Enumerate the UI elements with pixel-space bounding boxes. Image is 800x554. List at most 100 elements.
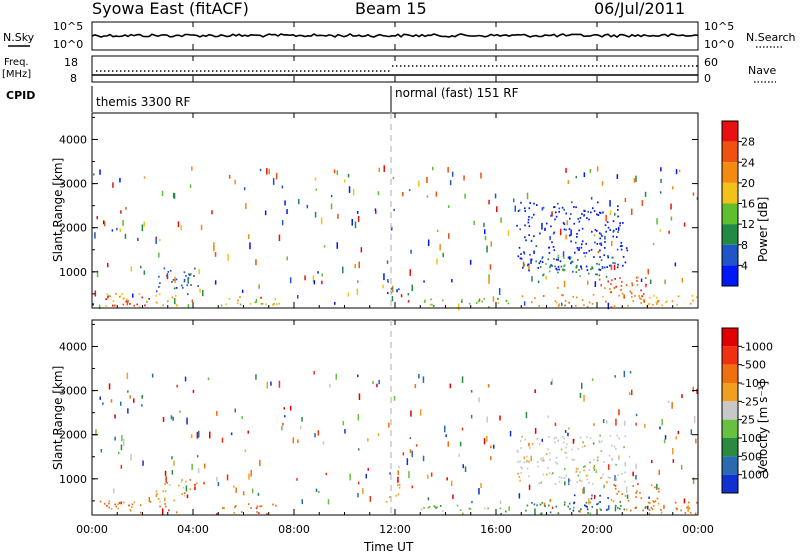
velocity-colorbar-tick-label: 25: [741, 414, 755, 427]
power-echo: [375, 210, 377, 214]
velocity-echo: [619, 507, 621, 510]
power-echo: [356, 210, 359, 214]
power-echo: [514, 205, 516, 212]
velocity-echo: [329, 384, 331, 388]
velocity-echo: [164, 497, 166, 500]
velocity-echo: [526, 504, 529, 507]
power-echo: [550, 225, 552, 228]
velocity-echo: [327, 499, 330, 505]
velocity-echo: [582, 466, 585, 468]
power-echo: [565, 167, 567, 173]
power-echo: [627, 304, 629, 307]
velocity-echo: [610, 499, 613, 501]
velocity-echo: [675, 507, 678, 510]
power-echo: [391, 287, 393, 290]
velocity-echo: [651, 460, 653, 464]
power-echo: [600, 259, 603, 261]
velocity-echo: [358, 448, 360, 451]
power-echo: [239, 296, 241, 298]
velocity-echo: [120, 464, 123, 469]
velocity-echo: [696, 501, 698, 504]
velocity-echo: [693, 415, 696, 423]
power-echo: [563, 269, 565, 272]
velocity-echo: [599, 494, 601, 497]
power-echo: [624, 198, 627, 202]
velocity-echo: [680, 464, 683, 470]
velocity-echo: [284, 415, 286, 418]
power-echo: [522, 266, 524, 269]
velocity-echo: [523, 456, 526, 460]
power-echo: [337, 213, 339, 219]
power-echo: [528, 225, 531, 228]
velocity-echo: [117, 503, 119, 506]
power-echo: [374, 208, 377, 212]
power-echo: [548, 270, 551, 273]
velocity-echo: [589, 437, 592, 440]
power-echo: [407, 293, 410, 296]
velocity-echo: [250, 470, 252, 477]
velocity-echo: [519, 440, 522, 442]
power-echo: [528, 269, 530, 272]
velocity-echo: [579, 436, 582, 439]
velocity-echo: [173, 499, 176, 502]
power-echo: [143, 176, 146, 179]
velocity-echo: [537, 461, 539, 464]
power-echo: [643, 300, 645, 303]
power-echo: [555, 258, 558, 261]
power-echo: [247, 234, 250, 239]
power-echo: [105, 298, 107, 301]
velocity-echo: [357, 414, 360, 421]
velocity-echo: [189, 479, 192, 481]
velocity-echo: [242, 491, 245, 496]
power-echo: [542, 295, 545, 297]
power-echo: [358, 261, 360, 269]
velocity-echo: [619, 501, 622, 503]
power-echo: [542, 273, 545, 276]
power-echo: [281, 220, 284, 226]
velocity-echo: [629, 371, 632, 374]
velocity-echo: [182, 486, 185, 489]
velocity-echo: [586, 505, 588, 508]
velocity-echo: [162, 417, 165, 422]
x-tick-label: 08:00: [278, 523, 310, 536]
power-echo: [194, 267, 196, 270]
velocity-echo: [342, 421, 345, 426]
velocity-echo: [318, 490, 320, 494]
power-echo: [289, 277, 292, 284]
velocity-echo: [597, 456, 599, 459]
power-echo: [624, 261, 627, 264]
power-echo: [297, 295, 299, 299]
power-echo: [558, 207, 561, 210]
velocity-echo: [564, 481, 566, 486]
power-colorbar-segment: [722, 141, 738, 163]
power-echo: [676, 304, 679, 306]
power-echo: [586, 269, 589, 271]
velocity-echo: [256, 505, 259, 508]
power-echo: [187, 277, 190, 280]
velocity-echo: [599, 501, 601, 503]
velocity-echo: [623, 420, 626, 426]
velocity-echo: [114, 436, 116, 441]
power-echo: [519, 257, 522, 260]
velocity-echo: [596, 503, 598, 506]
power-echo: [96, 270, 99, 278]
power-echo: [169, 269, 172, 272]
power-echo: [98, 304, 101, 310]
power-echo: [286, 209, 288, 214]
velocity-echo: [103, 502, 106, 505]
velocity-echo: [593, 466, 595, 469]
velocity-echo: [301, 499, 303, 505]
velocity-echo: [624, 480, 626, 483]
velocity-echo: [543, 459, 545, 462]
power-echo: [555, 215, 558, 218]
velocity-echo: [433, 505, 435, 507]
velocity-echo: [518, 476, 521, 478]
velocity-echo: [517, 461, 519, 463]
velocity-echo: [568, 427, 570, 430]
power-echo: [695, 296, 698, 299]
power-echo: [554, 300, 557, 302]
power-echo: [249, 302, 252, 305]
power-echo: [553, 231, 556, 234]
velocity-echo: [618, 437, 620, 440]
velocity-echo: [487, 384, 490, 388]
